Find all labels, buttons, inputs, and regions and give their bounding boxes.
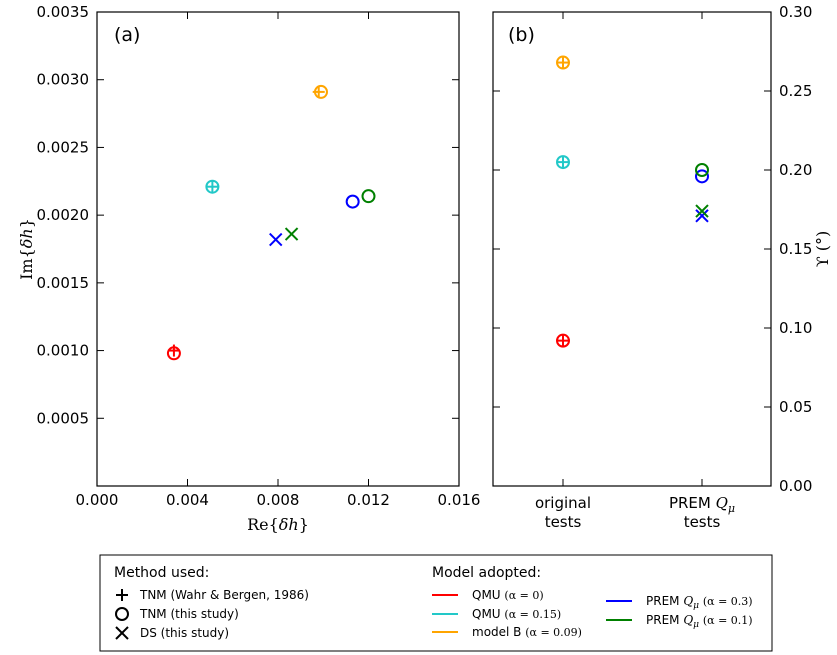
panel-b-point [556, 155, 570, 170]
panel-a-x-tick-label: 0.004 [166, 491, 209, 509]
panel-b-category-label-prem: PREM Qμ [669, 494, 735, 515]
legend-circle-icon [115, 607, 129, 621]
panel-b-point [695, 163, 709, 177]
panel-a-x-tick-label: 0.000 [76, 491, 119, 509]
legend-models: QMU (α = 0) QMU (α = 0.15) model B (α = 0.… [432, 588, 753, 639]
legend-model-label: model B (α = 0.09) [472, 625, 582, 639]
legend-model-label: PREM Qμ (α = 0.1) [646, 613, 753, 630]
legend-model-label: QMU (α = 0) [472, 588, 544, 602]
panel-b-y-axis-label: ϒ (°) [813, 231, 832, 268]
panel-a-label: (a) [114, 24, 140, 46]
panel-b-y-tick-label: 0.25 [779, 82, 812, 100]
panel-b-point [557, 334, 569, 347]
panel-a-point [345, 194, 360, 209]
panel-b-category-label-original: original [535, 494, 591, 512]
panel-b-label: (b) [508, 24, 535, 46]
panel-b-point [695, 209, 709, 223]
panel-a-y-tick-label: 0.0020 [37, 206, 90, 224]
panel-a-y-tick-label: 0.0030 [37, 71, 90, 89]
panel-b-y-tick-label: 0.30 [779, 3, 812, 21]
legend-model-label: PREM Qμ (α = 0.3) [646, 594, 753, 611]
panel-a-point [269, 232, 283, 247]
panel-a-marks [166, 84, 376, 361]
panel-a-x-axis-label: Re{δh} [247, 515, 309, 534]
panel-a-point [361, 189, 376, 204]
panel-b-point [556, 55, 570, 70]
legend-model-title: Model adopted: [432, 565, 541, 581]
panel-b-y-tick-label: 0.15 [779, 240, 812, 258]
panel-a-x-tick-label: 0.008 [257, 491, 300, 509]
panel-a-x-tick-label: 0.012 [347, 491, 390, 509]
panel-a-y-axis-label: Im{δh} [17, 218, 36, 280]
panel-b-point [695, 169, 709, 184]
panel-a-point [313, 84, 328, 99]
legend-method-title: Method used: [114, 565, 209, 581]
panel-b-frame [492, 11, 772, 487]
panel-b-point [556, 333, 570, 348]
panel-b-marks [556, 55, 709, 348]
panel-b-y-tick-label: 0.10 [779, 319, 812, 337]
panel-b-y-tick-label: 0.05 [779, 398, 812, 416]
panel-b-y-tick-label: 0.00 [779, 477, 812, 495]
panel-a-y-tick-label: 0.0015 [37, 274, 90, 292]
panel-a-y-tick-label: 0.0005 [37, 409, 90, 427]
panel-b-category-label-original-line2: tests [545, 513, 582, 531]
panel-a-y-tick-label: 0.0035 [37, 3, 90, 21]
panel-a-x-tick-label: 0.016 [438, 491, 481, 509]
legend-methods: TNM (Wahr & Bergen, 1986) TNM (this study… [115, 588, 309, 640]
panel-b-point [557, 156, 569, 169]
panel-a-point [284, 227, 299, 241]
legend-method-label: TNM (this study) [139, 607, 239, 621]
panel-a-y-tick-label: 0.0025 [37, 138, 90, 156]
panel-a-y-tick-label: 0.0010 [37, 342, 90, 360]
panel-b-point [557, 56, 569, 69]
legend-method-label: DS (this study) [140, 626, 229, 640]
panel-b-category-label-prem-line2: tests [684, 513, 721, 531]
panel-b-ticks: 0.00 0.05 0.10 0.15 0.20 0.25 0.30 [493, 3, 812, 495]
legend-method-label: TNM (Wahr & Bergen, 1986) [139, 588, 309, 602]
panel-a-ticks: 0.000 0.004 0.008 0.012 0.016 0.0005 0.0010 0.0… [37, 3, 481, 509]
legend-plus-icon [116, 589, 128, 601]
legend-model-label: QMU (α = 0.15) [472, 607, 561, 621]
panel-b-y-tick-label: 0.20 [779, 161, 812, 179]
panel-a-point [206, 180, 219, 193]
panel-a-frame [96, 11, 460, 487]
panel-b-point [695, 204, 709, 218]
panel-a-point [205, 179, 220, 194]
panel-a-point [166, 346, 181, 361]
legend-box [99, 554, 773, 652]
legend-x-icon [115, 626, 129, 640]
